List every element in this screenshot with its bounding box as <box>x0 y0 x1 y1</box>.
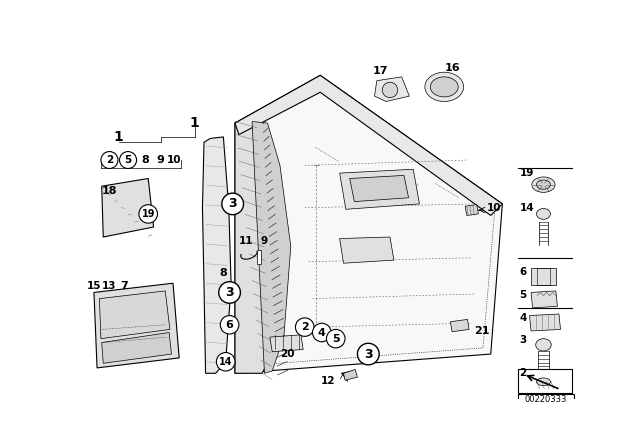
Ellipse shape <box>430 77 458 97</box>
Polygon shape <box>270 335 303 352</box>
FancyBboxPatch shape <box>257 250 261 264</box>
Text: 18: 18 <box>102 186 117 196</box>
Text: 5: 5 <box>124 155 132 165</box>
Text: 2: 2 <box>301 322 308 332</box>
Text: 19: 19 <box>141 209 155 219</box>
Text: 19: 19 <box>520 168 534 178</box>
Circle shape <box>101 151 118 168</box>
Text: 13: 13 <box>102 281 116 291</box>
Text: 2: 2 <box>106 155 113 165</box>
Polygon shape <box>529 314 561 331</box>
Text: 00220333: 00220333 <box>525 395 567 404</box>
Text: 8: 8 <box>220 268 227 278</box>
Text: 5: 5 <box>520 290 527 300</box>
Circle shape <box>219 282 241 303</box>
Polygon shape <box>451 319 469 332</box>
Text: 11: 11 <box>239 236 253 246</box>
Polygon shape <box>235 121 285 373</box>
Text: 8: 8 <box>141 155 149 165</box>
Text: 3: 3 <box>225 286 234 299</box>
Ellipse shape <box>535 370 552 382</box>
Polygon shape <box>349 176 408 202</box>
Polygon shape <box>94 283 179 368</box>
Ellipse shape <box>536 378 550 386</box>
Text: 12: 12 <box>321 376 336 386</box>
Text: 6: 6 <box>226 320 234 330</box>
FancyBboxPatch shape <box>531 268 556 285</box>
Circle shape <box>120 151 136 168</box>
Text: 20: 20 <box>280 349 295 359</box>
Polygon shape <box>344 370 358 380</box>
Text: 1: 1 <box>114 130 124 144</box>
Text: 4: 4 <box>520 313 527 323</box>
Circle shape <box>326 329 345 348</box>
Text: 15: 15 <box>86 281 101 291</box>
Text: 14: 14 <box>520 203 534 213</box>
Text: 7: 7 <box>120 281 128 291</box>
Text: 3: 3 <box>228 198 237 211</box>
Circle shape <box>358 343 379 365</box>
FancyBboxPatch shape <box>518 394 573 405</box>
Text: 17: 17 <box>373 66 388 76</box>
Circle shape <box>139 205 157 223</box>
Text: 2: 2 <box>520 368 527 378</box>
Text: 3: 3 <box>364 348 372 361</box>
Text: 9: 9 <box>157 155 164 165</box>
Polygon shape <box>531 291 557 308</box>
Ellipse shape <box>536 339 551 351</box>
Polygon shape <box>518 370 572 392</box>
Text: 10: 10 <box>487 203 501 213</box>
Polygon shape <box>235 75 502 373</box>
Ellipse shape <box>536 208 550 220</box>
Text: 1: 1 <box>190 116 200 130</box>
Circle shape <box>382 82 397 98</box>
Polygon shape <box>99 291 170 339</box>
Text: 16: 16 <box>444 63 460 73</box>
Circle shape <box>220 315 239 334</box>
Circle shape <box>312 323 331 342</box>
Polygon shape <box>340 169 419 209</box>
Text: 4: 4 <box>318 327 326 337</box>
Text: 5: 5 <box>332 334 340 344</box>
Ellipse shape <box>532 177 555 192</box>
Ellipse shape <box>536 180 550 189</box>
Text: 6: 6 <box>520 267 527 277</box>
Polygon shape <box>465 205 478 215</box>
Polygon shape <box>340 237 394 263</box>
Ellipse shape <box>425 72 463 102</box>
Text: 21: 21 <box>474 326 489 336</box>
Polygon shape <box>235 75 502 215</box>
Text: 14: 14 <box>219 357 232 367</box>
Polygon shape <box>102 178 154 237</box>
Circle shape <box>222 193 244 215</box>
Circle shape <box>216 353 235 371</box>
Polygon shape <box>252 121 291 373</box>
Polygon shape <box>102 332 172 363</box>
Polygon shape <box>374 77 410 102</box>
Text: 3: 3 <box>520 335 527 345</box>
Text: 9: 9 <box>260 236 268 246</box>
Text: 10: 10 <box>167 155 182 165</box>
Circle shape <box>296 318 314 336</box>
Polygon shape <box>202 137 231 373</box>
